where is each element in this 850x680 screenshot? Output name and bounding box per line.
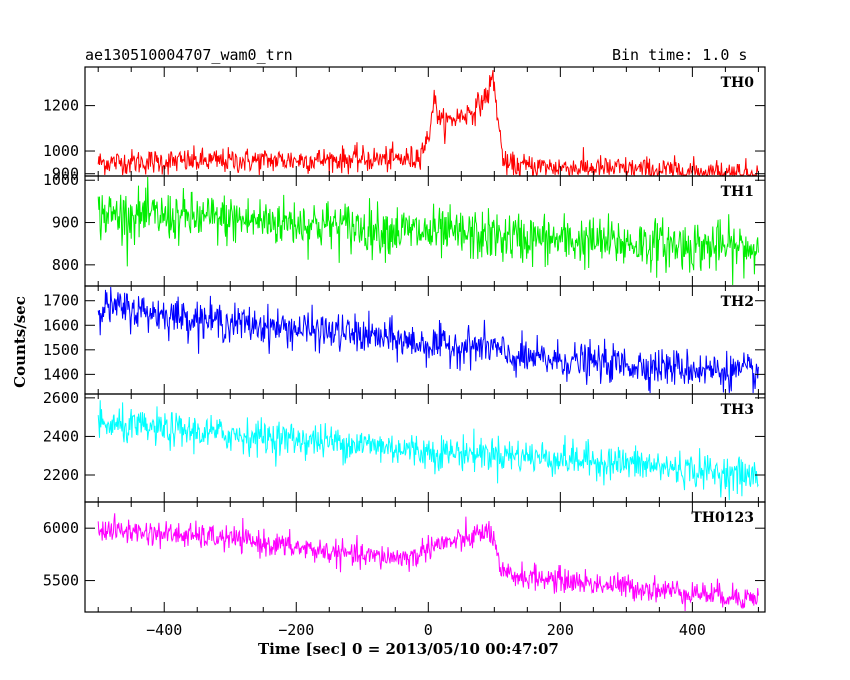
panel-th3-series-line: [97, 400, 759, 501]
panel-th1-series-line: [97, 176, 759, 286]
header-title: ae130510004707_wam0_trn: [85, 46, 293, 64]
panel-th0-y-tick-label: 1000: [43, 142, 79, 160]
panel-th3-y-tick-label: 2400: [43, 427, 79, 445]
x-tick-label: 0: [424, 621, 433, 639]
panel-th2-name-label: TH2: [721, 294, 754, 310]
panel-th0-series-line: [97, 70, 759, 177]
panel-th2-frame: [84, 285, 766, 395]
panel-th0-y-tick-label: 1200: [43, 97, 79, 115]
panel-th1-y-tick-label: 800: [52, 256, 79, 274]
panel-th3-name-label: TH3: [721, 402, 754, 418]
panel-th2-y-tick-label: 1600: [43, 316, 79, 334]
bin-time-label: Bin time: 1.0 s: [612, 46, 748, 64]
panel-th1-name-label: TH1: [721, 184, 754, 200]
panel-th3-y-tick-label: 2600: [43, 389, 79, 407]
panel-th1-y-tick-label: 900: [52, 214, 79, 232]
panel-th2-y-tick-label: 1500: [43, 341, 79, 359]
panel-th2-y-tick-label: 1700: [43, 292, 79, 310]
panel-th0123-series-line: [97, 513, 759, 612]
panel-th0123-y-tick-label: 5500: [43, 572, 79, 590]
panel-th0123-name-label: TH0123: [691, 510, 754, 526]
x-tick-label: −400: [146, 621, 182, 639]
panel-th0123-frame: [84, 501, 766, 613]
x-axis-label: Time [sec] 0 = 2013/05/10 00:47:07: [258, 640, 559, 658]
panel-th1-y-tick-label: 1000: [43, 171, 79, 189]
panel-th2-series-line: [97, 286, 759, 394]
panel-th0123-y-tick-label: 6000: [43, 519, 79, 537]
panel-th3-y-tick-label: 2200: [43, 466, 79, 484]
panel-th0-y-tick-label: 900: [52, 165, 79, 183]
x-tick-label: 200: [547, 621, 574, 639]
panel-th0-name-label: TH0: [721, 75, 755, 91]
panel-th3-frame: [84, 393, 766, 503]
panel-th2-y-tick-label: 1400: [43, 365, 79, 383]
x-tick-label: −200: [278, 621, 314, 639]
x-tick-label: 400: [679, 621, 706, 639]
